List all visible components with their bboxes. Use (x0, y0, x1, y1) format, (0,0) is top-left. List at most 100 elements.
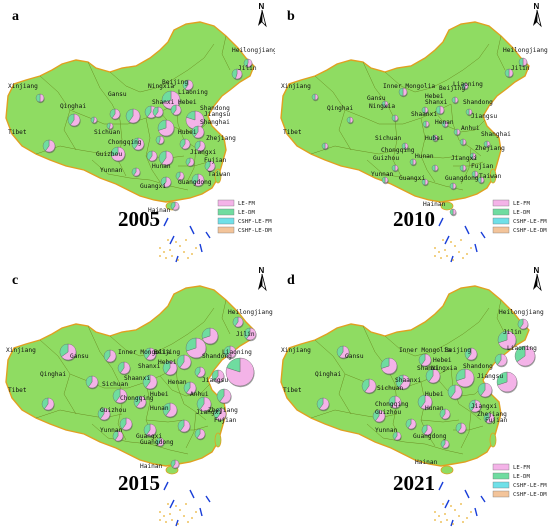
pie-slice-le-dm (431, 134, 436, 142)
pie-chart-marker (391, 164, 399, 173)
pie-slice-le-dm (514, 345, 526, 363)
province-border (63, 109, 77, 151)
pie-slice-le-dm (451, 96, 456, 104)
province-label: Sichuan (377, 385, 403, 392)
province-label: Yunnan (375, 427, 398, 434)
province-label: Beijing (439, 85, 465, 92)
province-label: Tibet (283, 387, 302, 394)
island-dot (169, 249, 171, 251)
pie-slice-le-dm (391, 164, 396, 172)
pie-slice-le-dm (59, 343, 69, 357)
pie-slice-le-dm (158, 150, 167, 164)
pie-slice-le-fm (425, 120, 430, 128)
pie-slice-le-fm (184, 79, 194, 91)
pie-slice-le-dm (155, 437, 161, 446)
island-dot (159, 511, 161, 513)
north-arrow-left (258, 10, 262, 26)
pie-chart-marker (170, 104, 182, 117)
pie-slice-le-dm (35, 93, 41, 103)
province-label: Hunan (415, 153, 434, 160)
pie-chart-marker (477, 176, 485, 185)
province-label: Shaanxi (411, 111, 437, 118)
province-label: Hunan (152, 163, 171, 170)
pie-chart-marker (243, 58, 253, 69)
pie-slice-le-fm (497, 371, 518, 393)
pie-slice-le-dm (421, 178, 426, 186)
maritime-dash (438, 481, 444, 491)
pie-chart-marker (405, 418, 417, 431)
pie-chart-marker (422, 120, 430, 129)
pie-slice-le-fm (314, 93, 319, 101)
island-dot (171, 519, 173, 521)
pie-slice-le-dm (316, 397, 324, 410)
province-label: Xinjiang (8, 83, 38, 90)
province-label: Shandong (202, 353, 232, 360)
province-label: Heilongjiang (232, 47, 275, 54)
pie-chart-marker (469, 152, 477, 161)
pie-slice-le-dm (110, 146, 119, 157)
map-panel-a: Heilongjiang Jilin Xinjiang Beijing Liaoning… (0, 0, 275, 264)
north-label: N (534, 2, 540, 11)
pie-slice-le-fm (177, 171, 185, 181)
pie-slice-le-dm (213, 407, 221, 420)
pie-chart-marker (170, 459, 180, 470)
maritime-dash (163, 217, 169, 227)
pie-chart-marker (191, 125, 205, 140)
province-label: Hainan (140, 463, 163, 470)
province-border (362, 325, 396, 385)
panel-year: 2005 (118, 207, 160, 231)
province-label: Jilin (236, 331, 255, 338)
island-dot (195, 511, 197, 513)
province-label: Taiwan (479, 173, 502, 180)
maritime-dash (444, 235, 450, 245)
legend-label: LE-DM (513, 210, 530, 216)
pie-slice-le-dm (112, 388, 121, 402)
province-label: Yunnan (100, 167, 123, 174)
pie-slice-le-dm (170, 201, 176, 210)
province-label: Shanghai (481, 131, 511, 138)
province-label: Shandong (463, 363, 493, 370)
province-border (384, 43, 490, 93)
province-border (460, 411, 472, 449)
pie-slice-le-dm (162, 402, 171, 416)
pie-chart-marker (146, 150, 158, 163)
pie-slice-le-fm (471, 399, 482, 413)
pie-slice-le-fm (179, 354, 192, 370)
map-panel-b: Heilongjiang Jilin Xinjiang Inner Mongolia B… (275, 0, 550, 264)
pie-chart-marker (182, 79, 194, 92)
province-label: Hebei (425, 93, 444, 100)
north-arrow-left (258, 274, 262, 290)
pie-slice-le-fm (154, 106, 164, 118)
pie-slice-le-dm (439, 408, 446, 419)
pie-slice-le-dm (185, 157, 191, 166)
province-label: Taiwan (208, 171, 231, 178)
island-dot (159, 519, 161, 521)
north-arrow-right (261, 273, 267, 292)
pie-chart-marker (449, 182, 457, 191)
pie-slice-le-fm (497, 353, 508, 367)
pie-slice-le-fm (45, 139, 56, 153)
pie-slice-le-dm (162, 360, 171, 374)
island-dot (169, 513, 171, 515)
pie-slice-le-dm (459, 164, 464, 172)
pie-slice-le-dm (361, 378, 370, 392)
province-label: Fujian (214, 417, 237, 424)
pie-slice-le-dm (131, 137, 139, 150)
province-border (384, 307, 490, 357)
legend: LE-FM LE-DM CSHF-LE-FM CSHF-LE-DM (217, 199, 272, 234)
pie-chart-marker (85, 375, 99, 390)
pie-slice-le-fm (161, 150, 174, 166)
province-label: Xinjiang (281, 83, 311, 90)
pie-slice-le-fm (172, 459, 180, 469)
pie-slice-le-dm (455, 422, 462, 433)
pie-slice-le-fm (162, 176, 172, 188)
pie-slice-le-fm (61, 343, 77, 361)
pie-slice-le-dm (418, 353, 426, 366)
pie-slice-le-dm (441, 120, 446, 128)
pie-chart-marker (468, 399, 482, 414)
province-label: Ningxia (369, 103, 395, 110)
island-dot (434, 519, 436, 521)
pie-slice-le-dm (381, 100, 386, 108)
pie-chart-marker (175, 171, 185, 182)
